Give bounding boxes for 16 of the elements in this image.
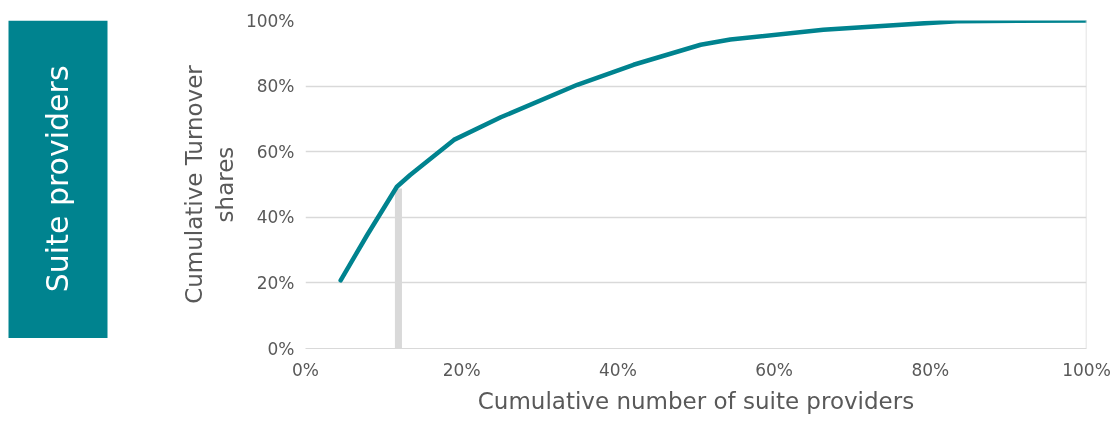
- y-tick-label: 60%: [256, 141, 295, 162]
- x-axis-title: Cumulative number of suite providers: [477, 387, 915, 414]
- y-axis-title: Cumulative Turnover shares: [180, 64, 238, 304]
- y-tick-label: 0%: [267, 338, 295, 359]
- x-tick-label: 20%: [442, 359, 481, 380]
- text: Suite providers: [40, 65, 75, 293]
- x-tick-label: 40%: [599, 359, 637, 380]
- y-tick-label: 80%: [256, 76, 295, 97]
- x-tick-label: 60%: [755, 359, 793, 380]
- y-tick-label: 40%: [256, 207, 295, 228]
- x-tick-label: 0%: [292, 359, 319, 380]
- y-tick-label: 100%: [245, 10, 295, 31]
- line-series: [338, 20, 1087, 283]
- x-tick-label: 100%: [1062, 359, 1111, 380]
- y-tick-label: 20%: [256, 272, 295, 293]
- x-tick-label: 80%: [911, 359, 950, 380]
